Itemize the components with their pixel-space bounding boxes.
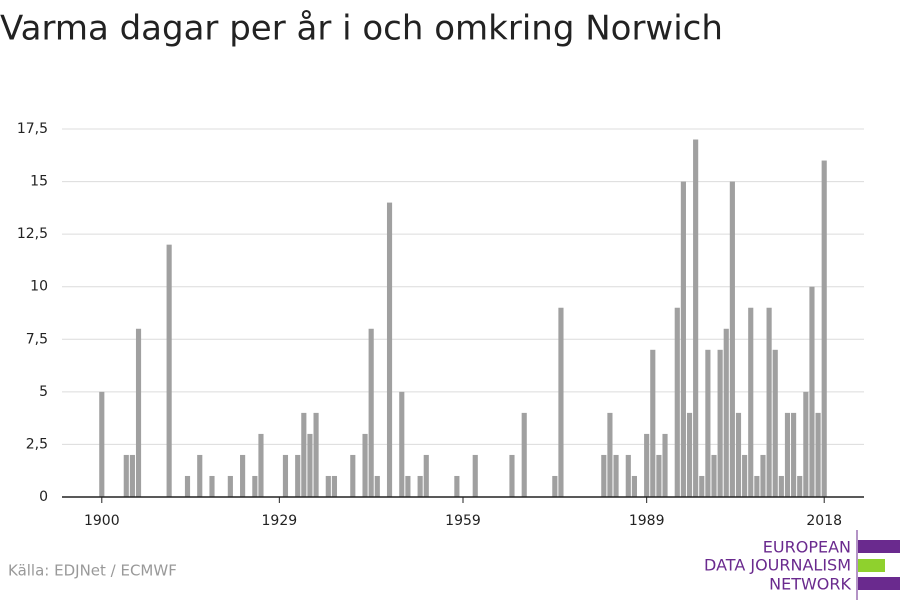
bar — [650, 349, 656, 497]
bar — [711, 454, 717, 497]
bar — [472, 454, 478, 497]
x-tick-label: 2018 — [806, 513, 842, 529]
y-tick-label: 12,5 — [17, 226, 48, 242]
bar — [368, 328, 374, 497]
bar — [717, 349, 723, 497]
bar — [417, 475, 423, 497]
bar — [699, 475, 705, 497]
bar — [227, 475, 233, 497]
bar — [644, 433, 650, 497]
bar — [454, 475, 460, 497]
bar — [99, 391, 105, 497]
bar — [552, 475, 558, 497]
y-tick-label: 2,5 — [26, 436, 48, 452]
bar — [282, 454, 289, 497]
bar — [766, 307, 772, 497]
bar — [729, 181, 735, 498]
bar — [778, 475, 784, 497]
bar — [607, 412, 613, 497]
bar — [705, 349, 711, 497]
bar — [791, 412, 797, 497]
bar — [613, 454, 619, 497]
bar — [693, 139, 699, 497]
bar — [197, 454, 203, 497]
bar — [797, 475, 803, 497]
bar — [815, 412, 821, 497]
bar — [405, 475, 411, 497]
bar — [754, 475, 760, 497]
bar — [166, 244, 172, 497]
bar — [374, 475, 380, 497]
bar — [295, 454, 301, 497]
chart-title: Varma dagar per år i och omkring Norwich — [0, 9, 723, 49]
bar — [742, 454, 748, 497]
bar — [662, 433, 668, 497]
bar — [325, 475, 331, 497]
bar — [252, 475, 258, 497]
y-tick-label: 10 — [30, 279, 48, 295]
logo-bar — [858, 540, 900, 553]
bar — [258, 433, 264, 497]
bar — [772, 349, 778, 497]
bar — [362, 433, 368, 497]
bar — [386, 202, 393, 497]
bar — [656, 454, 662, 497]
y-tick-label: 17,5 — [17, 121, 48, 137]
y-tick-label: 5 — [39, 384, 48, 400]
bar — [821, 160, 827, 498]
bar — [123, 454, 129, 497]
bar — [209, 475, 215, 497]
logo-text: NETWORK — [769, 575, 851, 594]
bar — [521, 412, 527, 497]
logo-text: DATA JOURNALISM — [704, 556, 851, 575]
bar — [240, 454, 246, 497]
bar — [803, 391, 809, 497]
logo-text: EUROPEAN — [763, 538, 851, 557]
bar — [748, 307, 754, 497]
bar — [723, 328, 729, 497]
bar — [784, 412, 791, 497]
bar — [184, 475, 191, 497]
bar — [135, 328, 142, 497]
bar — [674, 307, 680, 497]
bar — [313, 412, 319, 497]
bar — [686, 412, 693, 497]
bar — [625, 454, 631, 497]
bar — [350, 454, 356, 497]
logo-bar — [858, 559, 885, 572]
bar — [809, 286, 815, 497]
source: Källa: EDJNet / ECMWF — [8, 562, 177, 580]
x-tick-label: 1989 — [629, 513, 665, 529]
bar — [307, 433, 313, 497]
y-tick-label: 0 — [39, 489, 48, 505]
bar — [601, 454, 607, 497]
bar — [301, 412, 307, 497]
x-tick-label: 1900 — [84, 513, 120, 529]
x-tick-label: 1959 — [445, 513, 481, 529]
bar — [331, 475, 338, 497]
bar — [399, 391, 405, 497]
bar — [735, 412, 742, 497]
bar — [423, 454, 429, 497]
x-tick-label: 1929 — [262, 513, 298, 529]
logo-bar — [858, 577, 900, 590]
bar — [558, 307, 564, 497]
bar — [631, 475, 637, 497]
bar — [760, 454, 766, 497]
bar — [680, 181, 686, 498]
y-tick-label: 7,5 — [26, 331, 48, 347]
y-tick-label: 15 — [30, 174, 48, 190]
bar — [129, 454, 135, 497]
bar — [509, 454, 515, 497]
